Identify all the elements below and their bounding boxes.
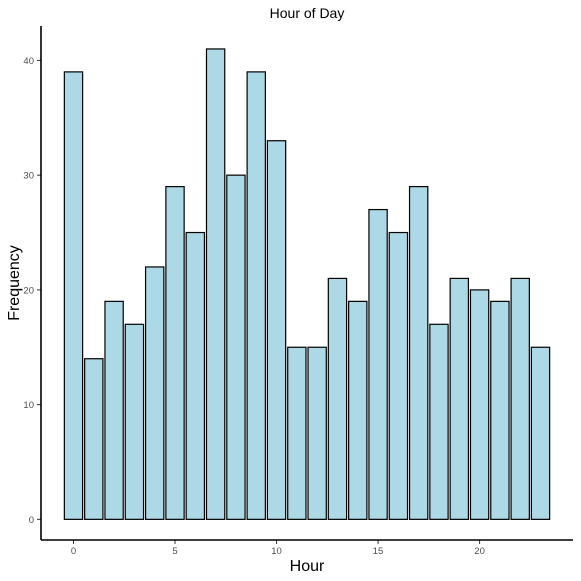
x-tick-label-5: 5 [172,546,177,557]
y-tick-label-30: 30 [23,171,34,182]
bars-group [63,48,551,520]
bar-hour-14 [348,300,368,520]
bar-hour-15 [368,208,388,520]
bar-hour-11 [287,346,307,520]
x-tick-label-20: 20 [474,546,485,557]
bar-hour-7 [205,48,226,520]
bar-hour-17 [408,186,429,520]
bar-hour-4 [144,266,165,520]
bar-hour-3 [124,323,145,520]
y-ticks-group: 0 10 20 30 40 [23,56,41,526]
x-tick-label-10: 10 [271,546,282,557]
bar-hour-6 [185,231,206,520]
bar-hour-18 [429,323,449,520]
bar-hour-2 [104,300,124,520]
bar-hour-8 [226,174,246,520]
y-tick-label-40: 40 [23,56,34,67]
bar-hour-1 [84,358,104,520]
x-ticks-group: 0 5 10 15 20 [71,540,485,557]
y-tick-label-10: 10 [23,400,34,411]
x-tick-label-0: 0 [71,546,76,557]
bar-hour-12 [307,346,327,520]
chart-title: Hour of Day [270,5,345,21]
bar-hour-5 [165,186,185,520]
y-tick-label-0: 0 [29,515,34,526]
bar-hour-20 [469,289,490,520]
bar-hour-21 [490,300,510,520]
y-tick-label-20: 20 [23,285,34,296]
bar-hour-13 [327,277,348,520]
bar-hour-22 [510,277,530,520]
bar-hour-23 [530,346,551,520]
bar-hour-19 [449,277,470,520]
bar-hour-0 [63,71,84,520]
x-axis-title: Hour [290,558,325,575]
bar-hour-16 [388,231,409,520]
y-axis-title: Frequency [6,245,23,321]
x-tick-label-15: 15 [373,546,384,557]
bar-hour-10 [266,140,287,520]
bar-hour-9 [246,71,266,520]
